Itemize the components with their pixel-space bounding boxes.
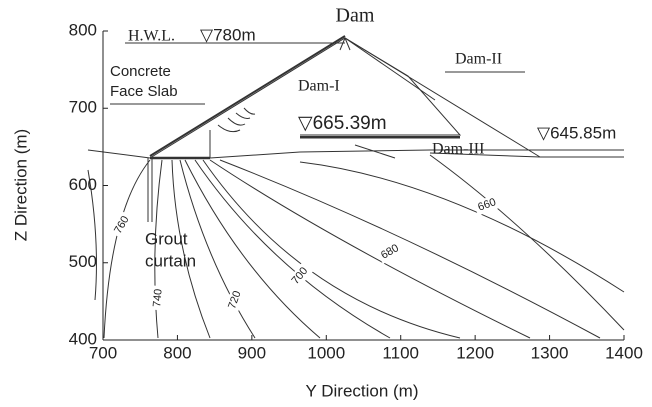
x-tick-label: 1400 [605, 343, 643, 362]
y-tick-label: 700 [69, 98, 97, 117]
x-tick-label: 1000 [307, 343, 345, 362]
grout-label: curtain [145, 251, 196, 270]
y-tick-label: 400 [69, 329, 97, 348]
x-tick-label: 1100 [382, 343, 419, 362]
contour-line [210, 160, 530, 338]
contour-label: 660 [476, 196, 497, 214]
level-label: ▽665.39m [298, 113, 387, 134]
y-axis-title: Z Direction (m) [11, 129, 30, 241]
contour-line [155, 160, 162, 338]
y-tick-label: 800 [69, 20, 97, 39]
contour-line [185, 160, 320, 338]
x-tick-label: 1200 [456, 343, 494, 362]
contour-line [300, 162, 624, 292]
hwl-label: H.W.L. [128, 28, 175, 45]
x-tick-label: 900 [238, 343, 266, 362]
contour-line [430, 155, 624, 330]
contour-line [104, 160, 150, 338]
y-tick-label: 600 [69, 175, 97, 194]
dam-label: Dam [336, 5, 375, 27]
contour-line [172, 160, 210, 338]
contour-line [180, 160, 255, 338]
y-tick-label: 500 [69, 252, 97, 271]
contour-line [195, 160, 390, 338]
dam-1-label: Dam-I [298, 78, 340, 95]
x-tick-label: 1300 [531, 343, 569, 362]
chart: 760740720700680660 Dam H.W.L. ▽780m Dam-… [0, 0, 652, 407]
slab-label: Face Slab [110, 83, 178, 100]
level-label: ▽645.85m [537, 123, 616, 142]
slab-label: Concrete [110, 63, 171, 80]
dam-3-label: Dam-III [432, 141, 484, 158]
contour-line [203, 160, 460, 338]
x-axis-title: Y Direction (m) [305, 381, 418, 400]
page: {"chart_data": {"type": "contour", "xlab… [0, 0, 652, 407]
x-tick-label: 800 [163, 343, 191, 362]
grout-label: Grout [145, 229, 188, 248]
dam-2-label: Dam-II [455, 51, 502, 68]
hwl-level: ▽780m [200, 25, 256, 44]
contour-label: 740 [151, 288, 165, 307]
